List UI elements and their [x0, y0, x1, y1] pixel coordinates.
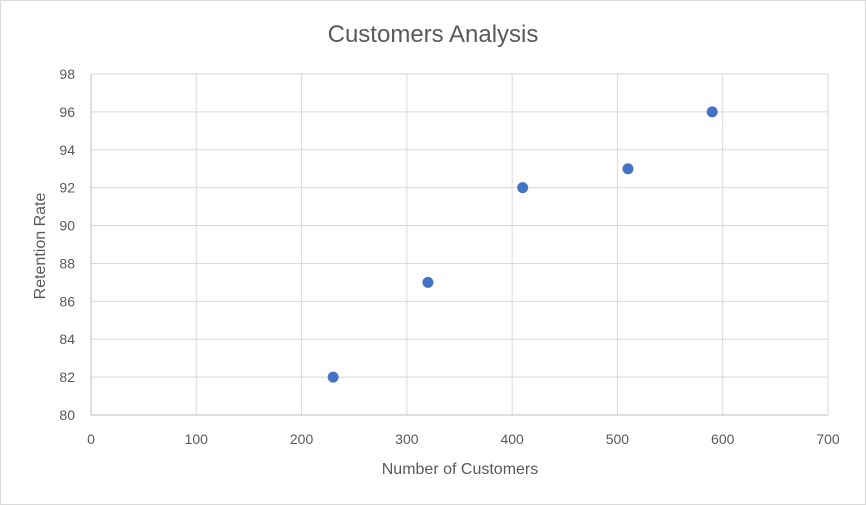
y-tick-label: 82 [59, 369, 75, 385]
data-point [517, 182, 529, 194]
gridlines [91, 73, 829, 415]
x-tick-label: 100 [185, 431, 209, 447]
x-tick-label: 600 [711, 431, 735, 447]
chart-title: Customers Analysis [328, 21, 539, 48]
tick-labels: 80 82 84 86 88 90 92 94 96 98 0 100 200 300 400 500 600 7… [59, 66, 839, 447]
axes [90, 74, 828, 416]
x-tick-label: 500 [606, 431, 630, 447]
x-axis-title: Number of Customers [382, 461, 539, 478]
y-tick-label: 84 [59, 331, 75, 347]
y-tick-label: 98 [59, 66, 75, 82]
y-tick-label: 90 [59, 218, 75, 234]
x-tick-label: 0 [87, 431, 95, 447]
y-tick-label: 80 [59, 407, 75, 423]
y-tick-label: 94 [59, 142, 75, 158]
y-tick-label: 96 [59, 104, 75, 120]
y-tick-label: 92 [59, 180, 75, 196]
data-point [327, 371, 339, 383]
x-tick-label: 400 [500, 431, 524, 447]
x-tick-label: 300 [395, 431, 419, 447]
y-tick-label: 86 [59, 293, 75, 309]
data-point [706, 106, 718, 118]
data-points [327, 106, 718, 383]
y-tick-label: 88 [59, 255, 75, 271]
data-point [422, 276, 434, 288]
y-axis-title: Retention Rate [32, 193, 49, 300]
x-tick-label: 700 [816, 431, 840, 447]
x-tick-label: 200 [290, 431, 314, 447]
data-point [622, 163, 634, 175]
